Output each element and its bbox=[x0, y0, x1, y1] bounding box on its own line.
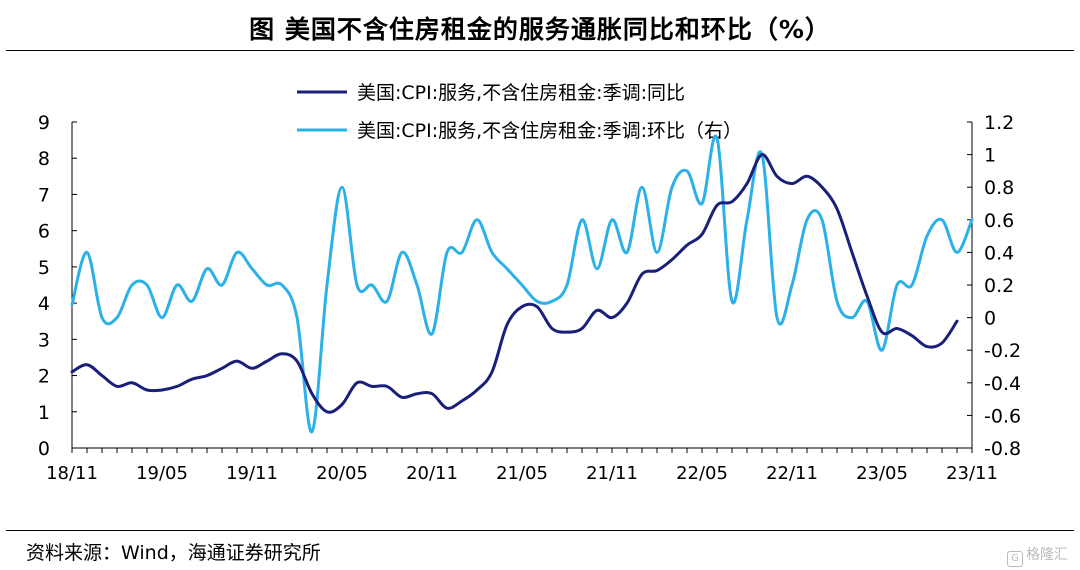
right-tick-label: -0.2 bbox=[984, 340, 1021, 362]
x-tick-label: 18/11 bbox=[46, 463, 98, 484]
left-tick-label: 0 bbox=[38, 438, 50, 460]
x-tick-label: 23/11 bbox=[946, 463, 998, 484]
title-divider bbox=[6, 50, 1074, 51]
left-tick-label: 4 bbox=[38, 293, 50, 315]
x-tick-label: 21/05 bbox=[496, 463, 548, 484]
left-tick-label: 3 bbox=[38, 329, 50, 351]
left-tick-label: 2 bbox=[38, 366, 50, 388]
left-tick-label: 9 bbox=[38, 112, 50, 134]
chart-title: 图 美国不含住房租金的服务通胀同比和环比（%） bbox=[249, 15, 831, 44]
watermark: G 格隆汇 bbox=[1007, 544, 1068, 567]
x-tick-label: 21/11 bbox=[586, 463, 638, 484]
right-tick-label: 0.4 bbox=[984, 242, 1014, 264]
watermark-text: 格隆汇 bbox=[1026, 547, 1068, 563]
x-tick-label: 19/05 bbox=[136, 463, 188, 484]
legend-label: 美国:CPI:服务,不含住房租金:季调:同比 bbox=[357, 82, 685, 104]
x-tick-label: 19/11 bbox=[226, 463, 278, 484]
yoy-series-line bbox=[70, 153, 959, 414]
mom-series-line bbox=[70, 134, 974, 434]
footer-divider bbox=[6, 530, 1074, 531]
right-tick-label: -0.8 bbox=[984, 438, 1021, 460]
left-tick-label: 8 bbox=[38, 148, 50, 170]
x-tick-label: 22/11 bbox=[766, 463, 818, 484]
line-chart: 0 1 2 3 4 5 6 7 8 9 -0.8 -0.6 -0.4 -0.2 0 0.2 0.4 0.6 0.8 1… bbox=[38, 82, 1021, 484]
watermark-logo-icon: G bbox=[1007, 551, 1023, 567]
x-tick-label: 22/05 bbox=[676, 463, 728, 484]
right-tick-label: 1 bbox=[984, 145, 996, 167]
x-tick-label: 23/05 bbox=[856, 463, 908, 484]
right-tick-label: 0.2 bbox=[984, 275, 1014, 297]
right-tick-label: 0.8 bbox=[984, 177, 1014, 199]
x-tick-label: 20/11 bbox=[406, 463, 458, 484]
left-tick-label: 7 bbox=[38, 184, 50, 206]
right-tick-label: 0 bbox=[984, 308, 996, 330]
left-tick-label: 6 bbox=[38, 221, 50, 243]
right-tick-label: 0.6 bbox=[984, 210, 1014, 232]
source-note: 资料来源：Wind，海通证券研究所 bbox=[26, 542, 321, 564]
right-tick-label: 1.2 bbox=[984, 112, 1014, 134]
x-tick-label: 20/05 bbox=[316, 463, 368, 484]
legend-label: 美国:CPI:服务,不含住房租金:季调:环比（右） bbox=[357, 120, 742, 142]
left-tick-label: 1 bbox=[38, 402, 50, 424]
right-tick-label: -0.4 bbox=[984, 373, 1021, 395]
chart-axes: 0 1 2 3 4 5 6 7 8 9 -0.8 -0.6 -0.4 -0.2 0 0.2 0.4 0.6 0.8 1… bbox=[38, 112, 1021, 484]
chart-series bbox=[70, 134, 974, 434]
right-tick-label: -0.6 bbox=[984, 405, 1021, 427]
left-tick-label: 5 bbox=[38, 257, 50, 279]
chart-legend: 美国:CPI:服务,不含住房租金:季调:同比美国:CPI:服务,不含住房租金:季… bbox=[297, 82, 742, 142]
